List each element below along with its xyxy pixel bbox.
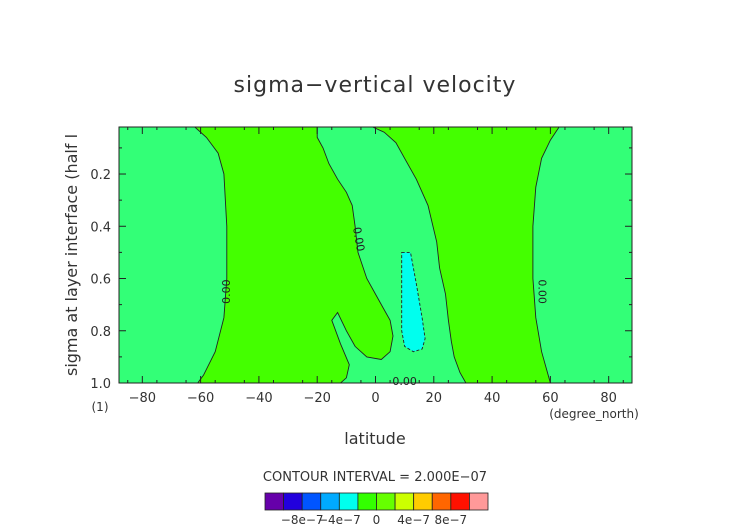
colorbar-cell bbox=[320, 492, 340, 511]
chart-title: sigma−vertical velocity bbox=[234, 73, 517, 98]
x-axis-label: latitude bbox=[344, 429, 405, 448]
colorbar-cell bbox=[469, 492, 489, 511]
colorbar-tick-label: 0 bbox=[373, 513, 381, 527]
x-tick-label: 40 bbox=[484, 391, 501, 406]
colorbar-cell bbox=[357, 492, 377, 511]
x-axis-unit: (degree_north) bbox=[549, 407, 639, 421]
y-tick-label: 0.2 bbox=[90, 168, 111, 183]
colorbar-cell bbox=[301, 492, 322, 511]
contour-label: 0.00 bbox=[536, 279, 549, 304]
colorbar-cell bbox=[264, 492, 284, 511]
colorbar-cell bbox=[283, 492, 303, 511]
y-tick-label: 0.4 bbox=[90, 220, 111, 235]
y-tick-label: 0.8 bbox=[90, 325, 111, 340]
contour-label: 0.00 bbox=[220, 279, 233, 304]
central-region-contour bbox=[316, 126, 467, 384]
y-axis-label: sigma at layer interface (half l bbox=[62, 134, 81, 376]
negative-core bbox=[401, 252, 426, 352]
contour-label: 0.00 bbox=[392, 375, 417, 388]
x-tick-label: 20 bbox=[426, 391, 443, 406]
colorbar-tick-label: −8e−7 bbox=[281, 513, 324, 527]
y-tick-label: 1.0 bbox=[90, 377, 111, 392]
colorbar-cell bbox=[376, 492, 396, 511]
west-region bbox=[119, 127, 227, 383]
colorbar-tick-label: 4e−7 bbox=[397, 513, 430, 527]
colorbar-cell bbox=[394, 492, 415, 511]
x-tick-label: −20 bbox=[303, 391, 330, 406]
colorbar-tick-label: −4e−7 bbox=[318, 513, 361, 527]
colorbar-cell bbox=[450, 492, 470, 511]
x-tick-label: 60 bbox=[542, 391, 559, 406]
central-region bbox=[317, 127, 466, 383]
colorbar-tick-label: 8e−7 bbox=[434, 513, 467, 527]
colorbar-cell bbox=[413, 492, 433, 511]
x-tick-label: −60 bbox=[187, 391, 214, 406]
y-tick-label: 0.6 bbox=[90, 273, 111, 288]
contour-label: 0.00 bbox=[350, 226, 367, 252]
x-tick-label: −80 bbox=[129, 391, 156, 406]
east-region bbox=[532, 127, 632, 383]
colorbar-cell bbox=[431, 492, 452, 511]
contour-interval-text: CONTOUR INTERVAL = 2.000E−07 bbox=[263, 470, 487, 485]
x-tick-label: 0 bbox=[371, 391, 379, 406]
negative-core-contour bbox=[401, 251, 426, 353]
x-tick-label: 80 bbox=[600, 391, 617, 406]
x-tick-label: −40 bbox=[245, 391, 272, 406]
y-axis-unit: (1) bbox=[92, 400, 109, 414]
colorbar-cell bbox=[338, 492, 359, 511]
